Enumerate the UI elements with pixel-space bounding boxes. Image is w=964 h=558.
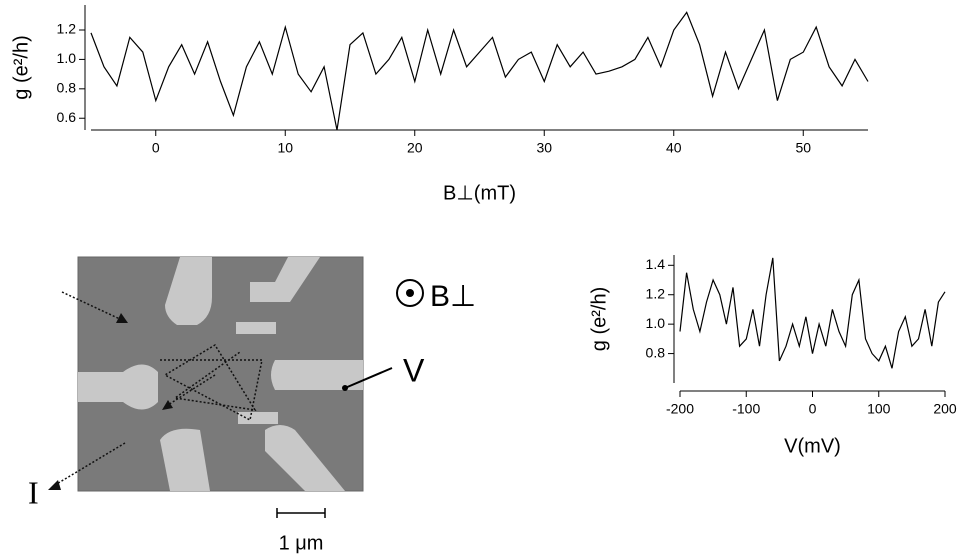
y-axis-label: g (e²/h) (588, 287, 610, 351)
voltage-label: V (403, 352, 425, 388)
y-tick-label: 1.0 (57, 50, 77, 66)
scale-label: 1 μm (279, 532, 324, 554)
x-tick-label: -100 (732, 401, 760, 417)
current-label: I (28, 474, 39, 510)
field-label: B⊥ (430, 280, 476, 313)
x-tick-label: 100 (867, 401, 891, 417)
y-tick-label: 1.2 (57, 21, 77, 37)
x-tick-label: 30 (536, 140, 552, 156)
y-tick-label: 0.8 (57, 80, 77, 96)
y-tick-label: 1.0 (646, 315, 666, 331)
data-line (91, 12, 868, 130)
y-tick-label: 0.8 (646, 344, 666, 360)
x-axis-label: B⊥(mT) (443, 182, 516, 204)
data-line (680, 258, 945, 368)
y-tick-label: 1.4 (646, 256, 666, 272)
y-tick-label: 0.6 (57, 109, 77, 125)
x-tick-label: -200 (666, 401, 694, 417)
x-tick-label: 200 (933, 401, 957, 417)
y-axis-label: g (e²/h) (10, 35, 32, 99)
x-tick-label: 20 (407, 140, 423, 156)
x-tick-label: 0 (152, 140, 160, 156)
x-tick-label: 0 (809, 401, 817, 417)
y-tick-label: 1.2 (646, 285, 666, 301)
figure: B⊥ V I 1 μm 0.6 0.8 1.0 1.2 0 10 20 30 40 50 B⊥(mT… (0, 0, 964, 558)
x-tick-label: 50 (795, 140, 811, 156)
x-axis-label: V(mV) (784, 435, 841, 457)
micrograph (48, 257, 423, 518)
x-tick-label: 40 (666, 140, 682, 156)
x-tick-label: 10 (277, 140, 293, 156)
